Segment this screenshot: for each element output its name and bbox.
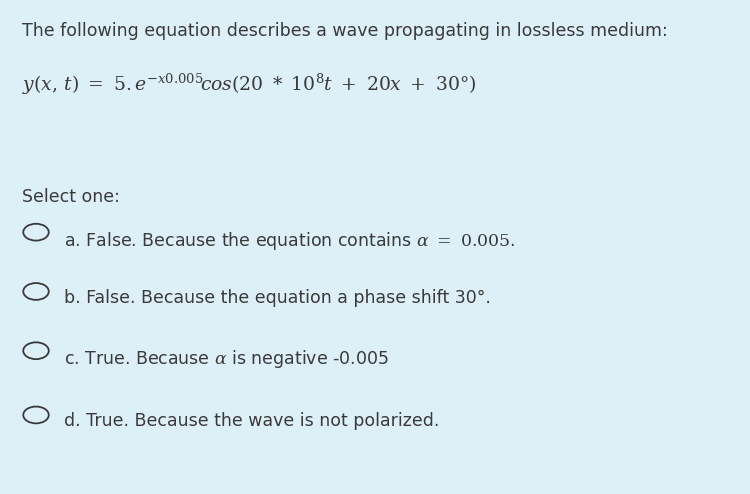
Text: d. True. Because the wave is not polarized.: d. True. Because the wave is not polariz…	[64, 412, 440, 430]
Text: The following equation describes a wave propagating in lossless medium:: The following equation describes a wave …	[22, 22, 668, 40]
Text: $y(x,\,t)\ =\ 5.e^{-x0.005}\!cos(20\ *\ 10^8t\ +\ 20x\ +\ 30°)$: $y(x,\,t)\ =\ 5.e^{-x0.005}\!cos(20\ *\ …	[22, 72, 477, 97]
Text: a. False. Because the equation contains $\alpha\ =\ 0.005$.: a. False. Because the equation contains …	[64, 230, 515, 252]
Text: b. False. Because the equation a phase shift 30°.: b. False. Because the equation a phase s…	[64, 289, 491, 307]
Text: c. True. Because $\alpha$ is negative -0.005: c. True. Because $\alpha$ is negative -0…	[64, 348, 388, 370]
Text: Select one:: Select one:	[22, 188, 120, 206]
